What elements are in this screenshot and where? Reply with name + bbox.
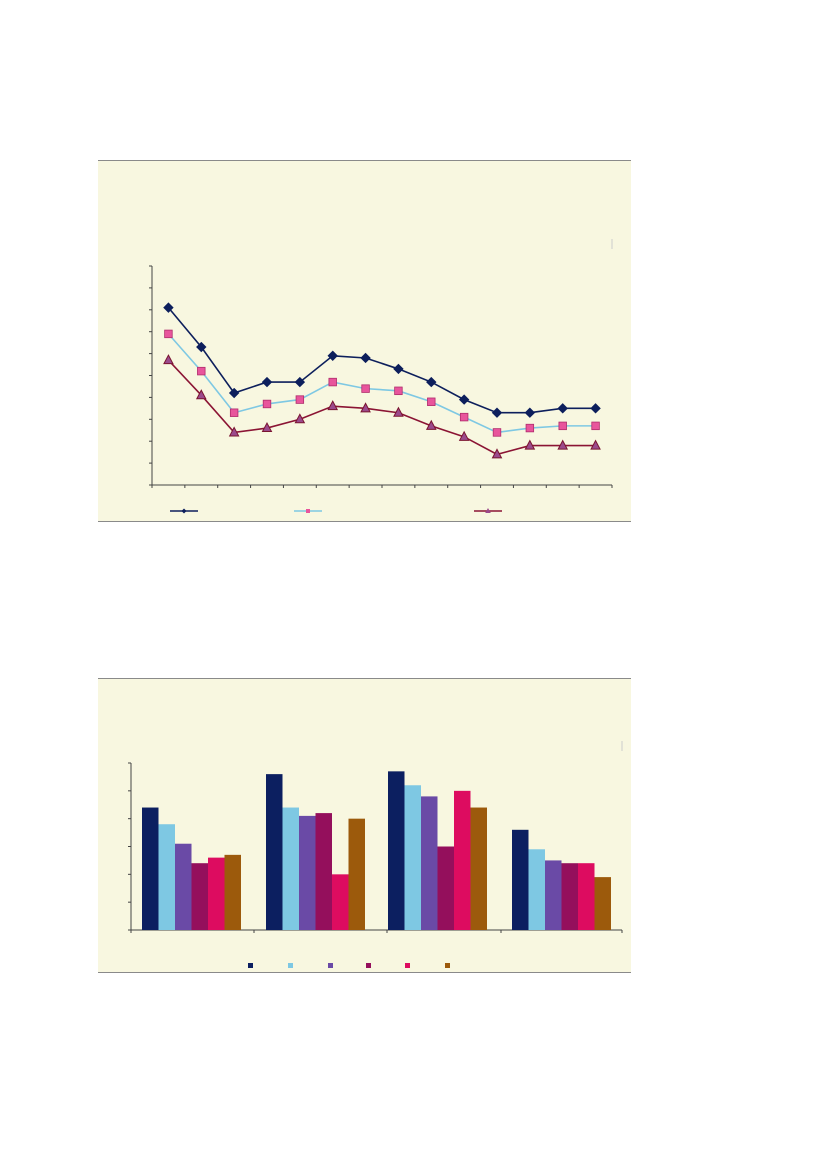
bar-group-2: [266, 774, 365, 930]
legend-marker-3: [328, 963, 333, 968]
bar-chart-panel: [98, 678, 631, 973]
series-2-point: [164, 329, 173, 339]
series-1-line: [167, 307, 596, 414]
legend-item-1: [170, 508, 198, 514]
bar: [545, 860, 562, 930]
series-3-point: [327, 400, 339, 411]
bar: [470, 807, 487, 930]
series-1-point: [327, 350, 338, 361]
series-1-point: [491, 407, 503, 418]
series-2-point: [427, 397, 436, 406]
bar: [175, 843, 192, 930]
series-2: [164, 329, 600, 437]
bar: [191, 863, 208, 930]
bar: [388, 771, 405, 930]
bar: [142, 807, 159, 930]
series-1-point: [426, 376, 437, 388]
bar: [224, 854, 241, 930]
series-2-point: [459, 412, 469, 422]
bar: [437, 846, 454, 930]
series-3-point: [261, 421, 273, 433]
series-1-point: [557, 403, 568, 414]
legend-marker-2: [288, 963, 293, 968]
series-3-point: [425, 419, 437, 430]
bar: [332, 874, 349, 930]
series-3-point: [491, 448, 503, 459]
series-3-point: [590, 439, 601, 450]
legend-marker: [306, 509, 310, 513]
bar: [528, 849, 545, 930]
legend-marker-5: [405, 963, 410, 968]
bar: [158, 824, 175, 930]
legend-marker-4: [366, 963, 371, 968]
bar-group-1: [142, 807, 241, 930]
series-3-point: [360, 402, 371, 413]
series-2-point: [558, 421, 567, 431]
series-3-line: [167, 359, 596, 456]
series-1-point: [196, 341, 207, 353]
series-2-point: [492, 428, 502, 437]
series-2-point: [229, 408, 239, 417]
legend-marker-6: [445, 963, 450, 968]
series-1-point: [360, 352, 371, 364]
legend-item-3: [474, 508, 502, 513]
bar: [208, 857, 225, 930]
series-3: [163, 354, 601, 459]
series-1-point: [294, 376, 306, 388]
legend-item-2: [294, 509, 322, 513]
series-3-point: [393, 406, 404, 417]
bar: [404, 785, 421, 930]
bar-chart: [128, 741, 623, 968]
bar-group-3: [388, 771, 487, 930]
legend-marker-1: [248, 963, 253, 968]
series-2-point: [262, 399, 272, 409]
bar: [594, 877, 611, 930]
series-3-point: [458, 430, 470, 441]
series-1-point: [228, 387, 240, 399]
series-1-point: [458, 394, 470, 405]
legend-marker: [485, 508, 491, 513]
bar: [578, 863, 595, 930]
series-3-point: [524, 439, 536, 450]
series-1-point: [163, 302, 174, 313]
bar: [348, 818, 365, 930]
series-2-point: [525, 423, 535, 433]
series-2-point: [361, 384, 370, 393]
bar: [421, 796, 438, 930]
series-2-point: [328, 377, 337, 387]
series-3-point: [163, 354, 174, 365]
series-1-point: [524, 407, 536, 418]
series-3-point: [195, 389, 207, 400]
line-chart: [149, 239, 613, 514]
series-2-point: [197, 366, 206, 376]
bar-group-4: [512, 829, 611, 930]
series-1: [163, 302, 601, 418]
bar: [315, 813, 332, 930]
bar: [282, 807, 299, 930]
bar: [299, 815, 316, 930]
bar: [512, 829, 529, 930]
series-1-point: [261, 376, 273, 388]
bar: [266, 774, 283, 930]
bar: [561, 863, 578, 930]
series-2-point: [295, 395, 305, 404]
series-1-point: [393, 363, 404, 375]
series-2-point: [394, 386, 403, 396]
bar: [454, 790, 471, 930]
series-2-line: [167, 333, 596, 434]
series-3-point: [228, 426, 240, 437]
series-3-point: [294, 413, 306, 424]
line-chart-panel: [98, 160, 631, 522]
series-3-point: [557, 439, 569, 450]
series-2-point: [591, 421, 600, 431]
legend-marker: [181, 508, 187, 514]
series-1-point: [590, 403, 601, 414]
